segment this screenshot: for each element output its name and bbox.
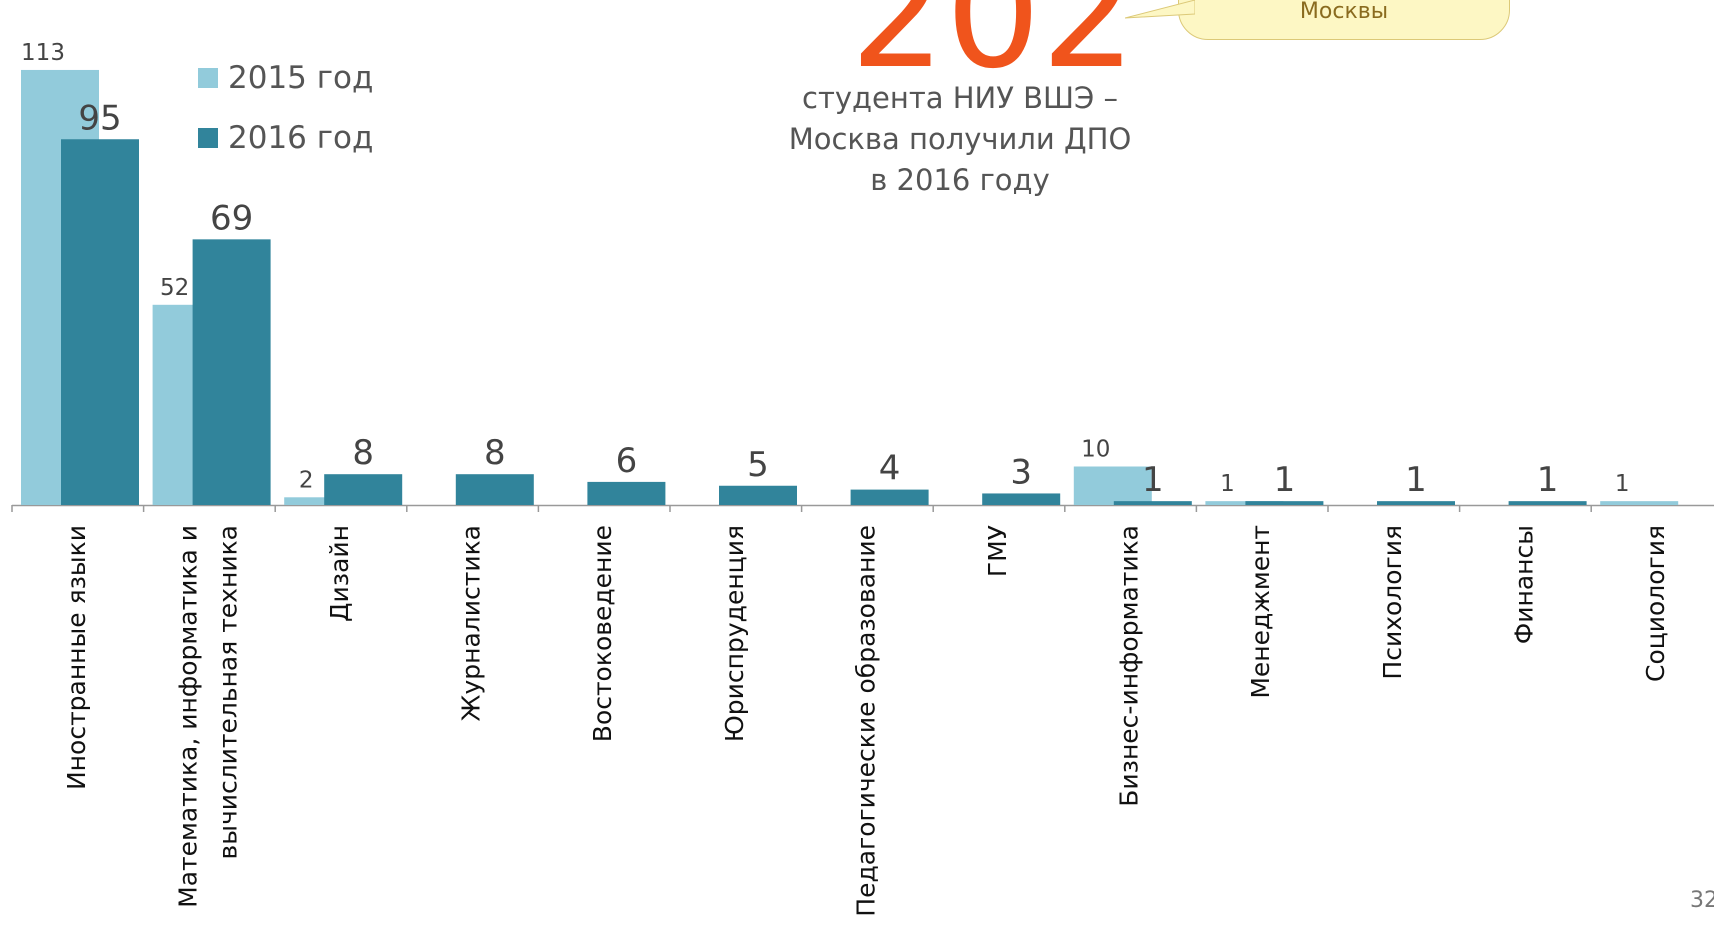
category-label-8: Бизнес-информатика	[1115, 525, 1144, 807]
bar-2016-4	[587, 481, 666, 505]
data-label-2015-12: 1	[1615, 471, 1630, 497]
category-label-3: Журналистика	[457, 525, 486, 721]
category-label-7: ГМУ	[983, 525, 1012, 577]
callout-bubble: Москвы	[1178, 0, 1510, 40]
callout-text: Москвы	[1299, 0, 1389, 24]
category-label-6: Педагогические образование	[851, 525, 880, 917]
bar-2015-2	[284, 497, 363, 505]
legend-label-2016: 2016 год	[228, 120, 374, 156]
data-label-2016-11: 1	[1537, 460, 1559, 500]
bar-2016-11	[1508, 501, 1587, 505]
bar-2016-6	[850, 489, 929, 505]
category-label-1: Математика, информатика и	[173, 525, 202, 908]
data-label-2015-1: 52	[160, 275, 189, 301]
bar-2015-9	[1205, 501, 1284, 505]
data-label-2016-10: 1	[1405, 460, 1427, 500]
bar-2016-10	[1377, 501, 1455, 505]
category-label-0: Иностранные языки	[62, 525, 91, 790]
data-label-2016-1: 69	[210, 198, 253, 238]
data-label-2015-0: 113	[21, 40, 65, 66]
legend-label-2015: 2015 год	[228, 60, 374, 96]
category-label-12: Социология	[1641, 525, 1670, 682]
data-label-2016-9: 1	[1274, 460, 1296, 500]
category-label-11: Финансы	[1509, 525, 1538, 644]
data-label-2016-4: 6	[616, 441, 638, 481]
bar-2016-9	[1245, 501, 1324, 505]
legend-swatch-2016	[198, 128, 218, 148]
bar-2016-5	[719, 485, 797, 505]
data-label-2015-2: 2	[299, 467, 314, 493]
category-label-1: вычислительная техника	[213, 525, 242, 860]
bar-2016-1	[192, 239, 271, 505]
headline-caption: студента НИУ ВШЭ – Москва получили ДПО в…	[788, 81, 1132, 197]
data-label-2016-0: 95	[78, 98, 121, 138]
slide-number: 32	[1690, 888, 1714, 913]
legend-item-2016: 2016 год	[198, 108, 373, 168]
bar-2016-3	[455, 474, 534, 505]
data-label-2016-5: 5	[747, 445, 769, 485]
data-label-2015-8: 10	[1081, 437, 1110, 463]
data-label-2016-7: 3	[1010, 452, 1032, 492]
legend-swatch-2015	[198, 68, 218, 88]
bar-2016-0	[61, 139, 139, 505]
headline-number: 202	[850, 0, 1137, 102]
callout-tail-icon	[1125, 0, 1195, 19]
data-label-2015-9: 1	[1220, 471, 1235, 497]
category-label-9: Менеджмент	[1246, 525, 1275, 699]
bar-2015-12	[1600, 501, 1679, 505]
chart-legend: 2015 год 2016 год	[198, 48, 373, 168]
data-label-2016-3: 8	[484, 433, 506, 473]
legend-item-2015: 2015 год	[198, 48, 373, 108]
category-label-10: Психология	[1378, 525, 1407, 680]
bar-2016-2	[324, 474, 403, 505]
bar-2016-7	[982, 493, 1061, 505]
category-label-5: Юриспруденция	[720, 525, 749, 742]
bar-2015-8	[1073, 466, 1152, 505]
data-label-2016-6: 4	[879, 449, 901, 489]
bar-2016-8	[1113, 501, 1192, 505]
category-label-2: Дизайн	[325, 525, 354, 622]
data-label-2016-8: 1	[1142, 460, 1164, 500]
data-label-2016-2: 8	[352, 433, 374, 473]
category-label-4: Востоковедение	[588, 525, 617, 742]
